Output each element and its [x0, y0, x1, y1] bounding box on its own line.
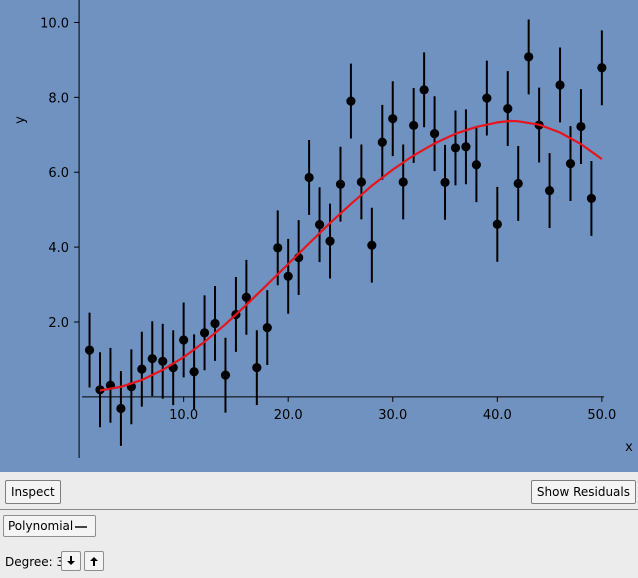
arrow-up-icon: [90, 557, 98, 566]
data-point: [210, 318, 220, 329]
model-type-select[interactable]: Polynomial: [3, 515, 96, 537]
data-point: [220, 370, 231, 380]
tick-labels: 10.0 20.0 30.0 40.0 50.0 2.0 4.0 6.0 8.0 10.0 x y: [13, 16, 633, 455]
fit-controls: Polynomial Degree: 3: [0, 511, 638, 578]
x-tick-label: 40.0: [483, 408, 512, 423]
data-point: [388, 114, 398, 124]
data-point: [199, 328, 210, 338]
data-point: [84, 345, 95, 355]
fit-curve-group: [99, 119, 603, 392]
degree-increase-button[interactable]: [84, 551, 104, 571]
data-point: [471, 160, 481, 170]
data-point: [398, 177, 408, 187]
data-point: [555, 80, 565, 90]
data-point: [137, 364, 147, 374]
data-point: [304, 172, 314, 183]
data-point: [429, 129, 440, 139]
inspect-button[interactable]: Inspect: [5, 480, 61, 504]
data-point: [158, 356, 168, 366]
data-point: [335, 179, 346, 189]
degree-label: Degree: 3: [5, 555, 65, 569]
data-point: [492, 219, 502, 229]
data-point: [419, 85, 429, 95]
data-point: [503, 103, 513, 114]
data-point: [461, 142, 471, 152]
data-point: [597, 63, 607, 73]
arrow-down-icon: [67, 556, 75, 565]
error-bars: [88, 19, 603, 446]
y-tick-label: 2.0: [48, 316, 69, 331]
data-point: [586, 193, 597, 204]
data-point: [314, 220, 325, 230]
data-point: [252, 363, 262, 373]
data-point: [440, 177, 450, 187]
data-point: [565, 159, 576, 169]
data-point: [147, 354, 157, 364]
x-tick-label: 20.0: [274, 408, 303, 423]
x-tick-label: 10.0: [169, 408, 198, 423]
model-type-value: Polynomial: [8, 519, 74, 533]
data-point: [450, 143, 461, 153]
data-point: [179, 335, 189, 345]
axes: [74, 0, 604, 458]
data-point: [262, 323, 272, 333]
fit-curve: [99, 119, 603, 392]
data-point: [544, 185, 555, 196]
y-tick-label: 6.0: [48, 166, 69, 181]
y-axis-label: y: [13, 116, 28, 124]
y-tick-label: 8.0: [48, 91, 69, 106]
scatter-fit-chart: 10.0 20.0 30.0 40.0 50.0 2.0 4.0 6.0 8.0 10.0 x y: [13, 0, 633, 458]
x-axis-label: x: [625, 440, 633, 455]
data-point: [482, 93, 492, 103]
data-point: [283, 271, 293, 281]
data-point: [367, 240, 377, 250]
data-point: [576, 121, 586, 132]
data-point: [325, 236, 335, 246]
plot-area[interactable]: 10.0 20.0 30.0 40.0 50.0 2.0 4.0 6.0 8.0 10.0 x y: [0, 0, 638, 472]
data-point: [116, 403, 126, 414]
data-point: [189, 367, 199, 377]
show-residuals-button[interactable]: Show Residuals: [530, 480, 636, 504]
data-points: [84, 52, 607, 414]
x-tick-label: 30.0: [378, 408, 407, 423]
data-point: [273, 243, 283, 253]
x-tick-label: 50.0: [587, 408, 616, 423]
data-point: [356, 177, 366, 187]
y-tick-label: 4.0: [48, 241, 69, 256]
degree-decrease-button[interactable]: [61, 551, 81, 571]
y-tick-label: 10.0: [40, 16, 69, 31]
data-point: [524, 52, 534, 62]
data-point: [241, 292, 251, 302]
option-menu-indicator-icon: [75, 526, 87, 528]
data-point: [513, 178, 523, 189]
button-bar: Inspect Show Residuals: [0, 472, 638, 510]
data-point: [409, 120, 419, 131]
data-point: [377, 137, 387, 147]
data-point: [346, 96, 356, 106]
